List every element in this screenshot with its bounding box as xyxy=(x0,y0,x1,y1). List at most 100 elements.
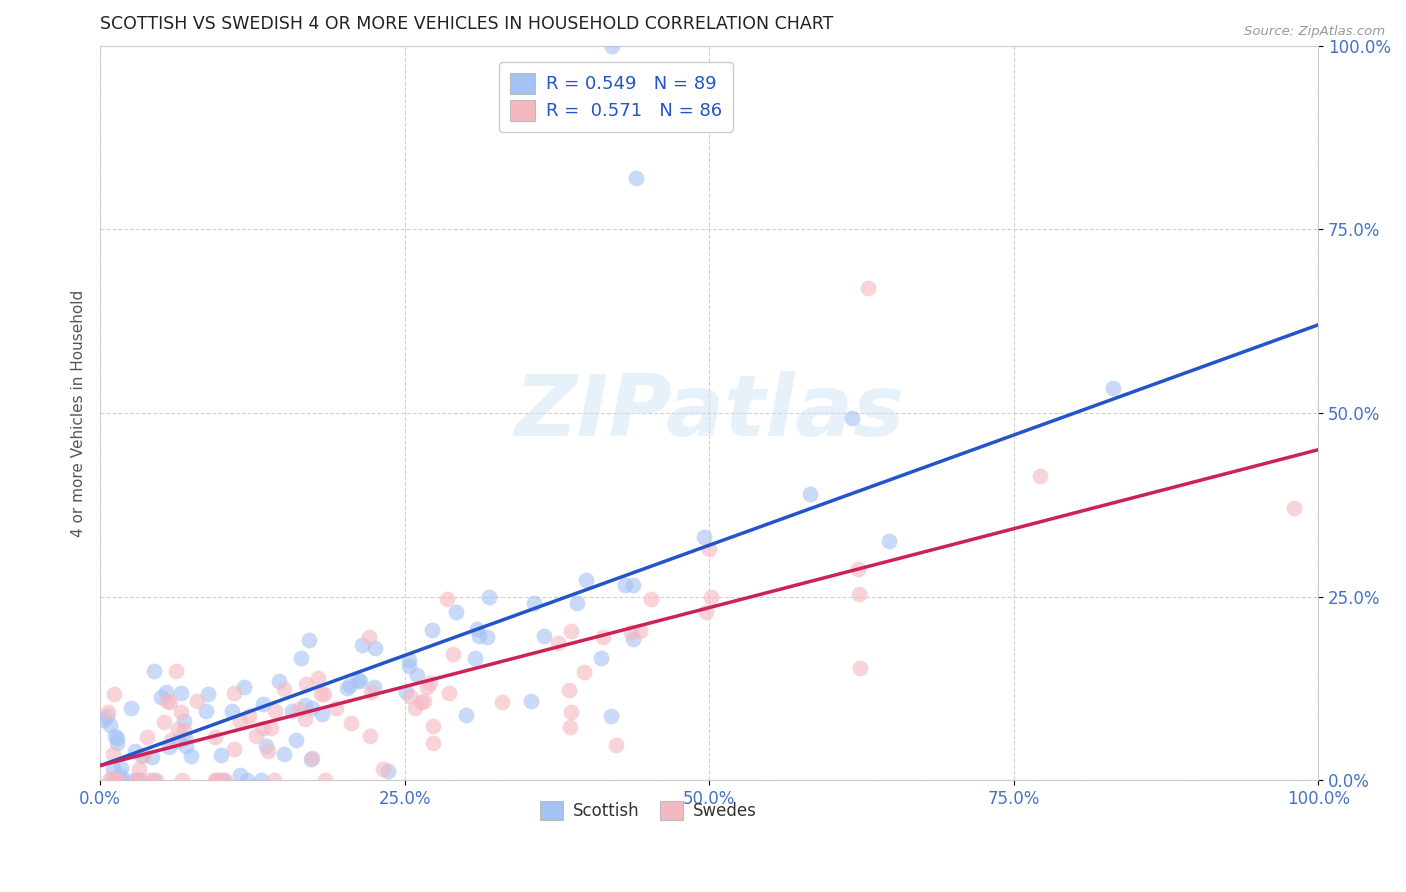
Point xyxy=(699,590,721,604)
Point xyxy=(204,730,226,744)
Point xyxy=(103,747,125,762)
Point xyxy=(159,695,181,709)
Point xyxy=(301,701,323,715)
Point xyxy=(131,749,153,764)
Point xyxy=(127,773,149,788)
Point xyxy=(173,714,195,729)
Point xyxy=(395,685,418,699)
Point xyxy=(236,773,259,788)
Point xyxy=(464,651,486,665)
Point xyxy=(547,636,569,650)
Point xyxy=(422,736,444,750)
Point xyxy=(257,743,280,757)
Point xyxy=(311,706,333,721)
Point xyxy=(97,773,120,788)
Point xyxy=(877,533,900,548)
Point xyxy=(173,723,195,738)
Point xyxy=(125,773,148,788)
Point xyxy=(143,664,166,678)
Point xyxy=(252,721,274,735)
Point xyxy=(404,701,426,715)
Point xyxy=(273,681,295,696)
Point xyxy=(465,622,488,636)
Point xyxy=(252,697,274,711)
Point xyxy=(475,630,498,644)
Point xyxy=(97,706,120,720)
Point xyxy=(613,578,636,592)
Point xyxy=(174,731,197,745)
Point xyxy=(301,751,323,765)
Point xyxy=(441,647,464,661)
Point xyxy=(104,730,127,744)
Point xyxy=(110,773,132,788)
Point xyxy=(122,773,145,788)
Text: ZIPatlas: ZIPatlas xyxy=(515,371,904,455)
Point xyxy=(263,704,285,718)
Point xyxy=(589,651,612,665)
Point xyxy=(229,714,252,728)
Point xyxy=(422,719,444,733)
Point xyxy=(623,578,645,592)
Point xyxy=(129,773,152,788)
Point xyxy=(155,685,177,699)
Point xyxy=(325,701,347,715)
Point xyxy=(360,685,382,699)
Point xyxy=(214,773,236,788)
Point xyxy=(204,773,226,788)
Point xyxy=(533,629,555,643)
Point xyxy=(572,665,595,680)
Point xyxy=(128,762,150,776)
Point xyxy=(229,767,252,781)
Point xyxy=(491,695,513,709)
Point xyxy=(1102,381,1125,395)
Point xyxy=(224,741,246,756)
Point xyxy=(167,734,190,748)
Point xyxy=(560,624,582,639)
Point xyxy=(307,671,329,685)
Point xyxy=(167,722,190,736)
Point xyxy=(172,773,194,788)
Text: Source: ZipAtlas.com: Source: ZipAtlas.com xyxy=(1244,25,1385,38)
Point xyxy=(254,739,277,754)
Point xyxy=(288,702,311,716)
Point xyxy=(284,733,307,747)
Point xyxy=(1282,501,1305,516)
Point xyxy=(437,686,460,700)
Point xyxy=(841,411,863,425)
Point xyxy=(101,771,124,785)
Point xyxy=(294,712,316,726)
Point xyxy=(103,687,125,701)
Point xyxy=(693,530,716,544)
Point xyxy=(174,739,197,754)
Point xyxy=(142,773,165,788)
Point xyxy=(98,718,121,732)
Point xyxy=(212,773,235,788)
Point xyxy=(1029,468,1052,483)
Point xyxy=(138,773,160,788)
Point xyxy=(136,730,159,744)
Point xyxy=(398,653,420,667)
Point xyxy=(281,704,304,718)
Point xyxy=(96,709,118,723)
Point xyxy=(565,596,588,610)
Point xyxy=(127,773,149,788)
Point xyxy=(156,694,179,708)
Text: SCOTTISH VS SWEDISH 4 OR MORE VEHICLES IN HOUSEHOLD CORRELATION CHART: SCOTTISH VS SWEDISH 4 OR MORE VEHICLES I… xyxy=(100,15,834,33)
Point xyxy=(105,773,128,788)
Point xyxy=(624,170,647,185)
Point xyxy=(364,640,387,655)
Point xyxy=(209,748,232,763)
Point xyxy=(340,715,363,730)
Point xyxy=(339,677,361,691)
Point xyxy=(600,38,623,53)
Point xyxy=(856,281,879,295)
Point xyxy=(141,750,163,764)
Point xyxy=(413,694,436,708)
Point xyxy=(93,713,115,727)
Point xyxy=(250,773,273,788)
Point xyxy=(232,681,254,695)
Point xyxy=(478,591,501,605)
Legend: Scottish, Swedes: Scottish, Swedes xyxy=(533,795,763,827)
Point xyxy=(269,674,291,689)
Point xyxy=(600,708,623,723)
